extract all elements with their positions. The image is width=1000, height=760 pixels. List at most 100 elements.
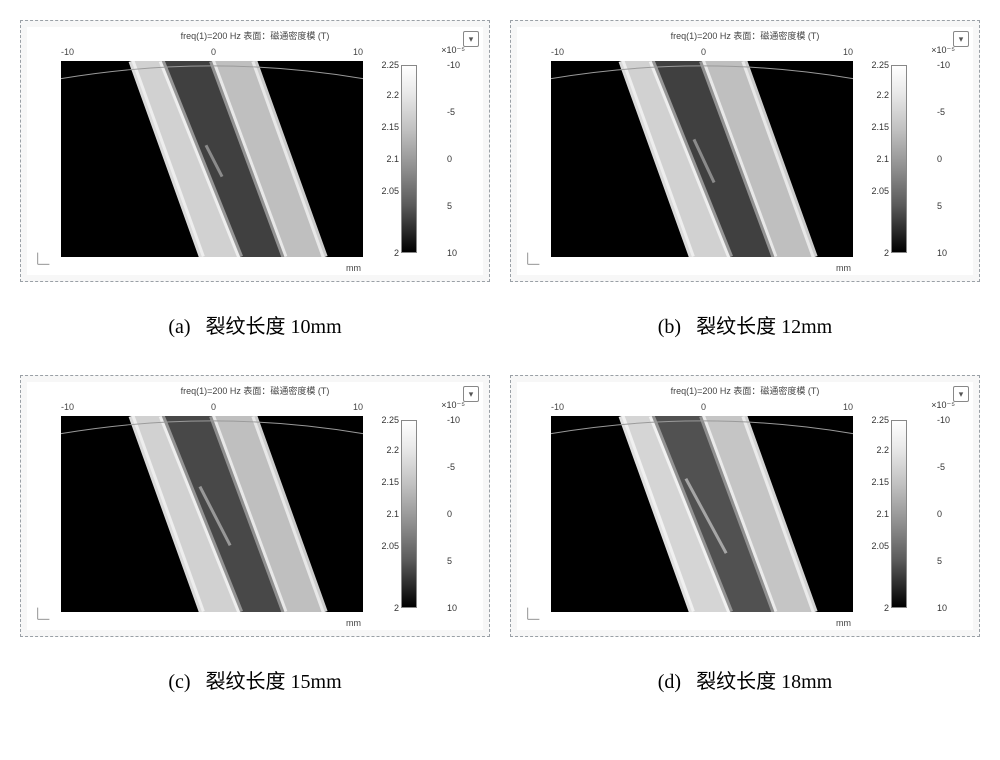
ra-tick: 0 — [937, 509, 942, 519]
plot-title: freq(1)=200 Hz 表面：磁通密度模 (T) — [517, 384, 973, 402]
cb-tick: 2.1 — [876, 509, 889, 519]
ra-tick: -10 — [937, 415, 950, 425]
cb-tick: 2.25 — [381, 415, 399, 425]
xtick: -10 — [551, 47, 564, 59]
field-map-svg — [551, 61, 853, 257]
caption-text: 裂纹长度 12mm — [696, 316, 832, 338]
caption-letter: (a) — [168, 316, 190, 338]
axis-triad-icon — [35, 604, 53, 622]
colorbar-ticks: 2.25 2.2 2.15 2.1 2.05 2 — [861, 420, 889, 608]
cb-tick: 2 — [394, 603, 399, 613]
panel-c-inner: ▾ freq(1)=200 Hz 表面：磁通密度模 (T) -10 0 10 — [27, 382, 483, 630]
xtick: 0 — [701, 47, 706, 59]
panel-a-inner: ▾ freq(1)=200 Hz 表面：磁通密度模 (T) -10 0 10 — [27, 27, 483, 275]
ra-tick: -5 — [937, 462, 945, 472]
cb-tick: 2 — [394, 248, 399, 258]
colorbar-bar — [891, 420, 907, 608]
panel-d-inner: ▾ freq(1)=200 Hz 表面：磁通密度模 (T) -10 0 10 — [517, 382, 973, 630]
cb-tick: 2.05 — [381, 186, 399, 196]
ra-tick: 10 — [937, 248, 947, 258]
caption-text: 裂纹长度 15mm — [206, 671, 342, 693]
top-axis: -10 0 10 — [551, 402, 853, 414]
xtick: 10 — [843, 47, 853, 59]
cb-tick: 2.15 — [871, 122, 889, 132]
colorbar-exponent: ×10⁻⁵ — [441, 45, 465, 56]
right-axis: -10 -5 0 5 10 — [447, 65, 465, 253]
cb-tick: 2.25 — [871, 60, 889, 70]
plot-title: freq(1)=200 Hz 表面：磁通密度模 (T) — [27, 29, 483, 47]
ra-tick: -10 — [937, 60, 950, 70]
plot-area — [61, 416, 363, 612]
plot-area — [551, 61, 853, 257]
xtick: -10 — [551, 402, 564, 414]
top-axis: -10 0 10 — [61, 402, 363, 414]
cb-tick: 2.15 — [871, 477, 889, 487]
cb-tick: 2.1 — [876, 154, 889, 164]
ra-tick: 5 — [447, 201, 452, 211]
caption-letter: (b) — [658, 316, 681, 338]
ra-tick: -5 — [937, 107, 945, 117]
ra-tick: -10 — [447, 415, 460, 425]
unit-label: mm — [836, 618, 851, 628]
colorbar-bar — [401, 420, 417, 608]
top-axis: -10 0 10 — [551, 47, 853, 59]
panel-c: ▾ freq(1)=200 Hz 表面：磁通密度模 (T) -10 0 10 — [20, 375, 490, 637]
field-map-svg — [551, 416, 853, 612]
cb-tick: 2 — [884, 248, 889, 258]
panel-a: ▾ freq(1)=200 Hz 表面：磁通密度模 (T) -10 0 10 — [20, 20, 490, 282]
colorbar-exponent: ×10⁻⁵ — [441, 400, 465, 411]
ra-tick: 5 — [447, 556, 452, 566]
cb-tick: 2.15 — [381, 477, 399, 487]
field-map-svg — [61, 416, 363, 612]
right-axis: -10 -5 0 5 10 — [937, 65, 955, 253]
cb-tick: 2.2 — [386, 445, 399, 455]
cb-tick: 2.2 — [386, 90, 399, 100]
panel-b: ▾ freq(1)=200 Hz 表面：磁通密度模 (T) -10 0 10 — [510, 20, 980, 282]
caption-b: (b) 裂纹长度 12mm — [510, 292, 980, 365]
xtick: -10 — [61, 47, 74, 59]
unit-label: mm — [836, 263, 851, 273]
unit-label: mm — [346, 618, 361, 628]
ra-tick: 10 — [937, 603, 947, 613]
cb-tick: 2.2 — [876, 90, 889, 100]
ra-tick: 5 — [937, 201, 942, 211]
panel-b-inner: ▾ freq(1)=200 Hz 表面：磁通密度模 (T) -10 0 10 — [517, 27, 973, 275]
cb-tick: 2.2 — [876, 445, 889, 455]
colorbar-exponent: ×10⁻⁵ — [931, 45, 955, 56]
unit-label: mm — [346, 263, 361, 273]
plot-title: freq(1)=200 Hz 表面：磁通密度模 (T) — [27, 384, 483, 402]
panel-d: ▾ freq(1)=200 Hz 表面：磁通密度模 (T) -10 0 10 — [510, 375, 980, 637]
xtick: -10 — [61, 402, 74, 414]
caption-text: 裂纹长度 18mm — [696, 671, 832, 693]
ra-tick: 0 — [937, 154, 942, 164]
colorbar-bar — [401, 65, 417, 253]
xtick: 10 — [353, 402, 363, 414]
ra-tick: -5 — [447, 107, 455, 117]
top-axis: -10 0 10 — [61, 47, 363, 59]
ra-tick: 0 — [447, 154, 452, 164]
caption-a: (a) 裂纹长度 10mm — [20, 292, 490, 365]
axis-triad-icon — [35, 249, 53, 267]
colorbar-bar — [891, 65, 907, 253]
caption-letter: (c) — [168, 671, 190, 693]
caption-d: (d) 裂纹长度 18mm — [510, 647, 980, 720]
xtick: 0 — [701, 402, 706, 414]
colorbar: ×10⁻⁵ 2.25 2.2 2.15 2.1 2.05 2 -10 -5 0 … — [865, 416, 955, 612]
colorbar-ticks: 2.25 2.2 2.15 2.1 2.05 2 — [371, 420, 399, 608]
plot-area — [61, 61, 363, 257]
plot-title: freq(1)=200 Hz 表面：磁通密度模 (T) — [517, 29, 973, 47]
field-map-svg — [61, 61, 363, 257]
colorbar-ticks: 2.25 2.2 2.15 2.1 2.05 2 — [371, 65, 399, 253]
colorbar: ×10⁻⁵ 2.25 2.2 2.15 2.1 2.05 2 -10 -5 0 … — [375, 61, 465, 257]
xtick: 10 — [353, 47, 363, 59]
axis-triad-icon — [525, 604, 543, 622]
ra-tick: -10 — [447, 60, 460, 70]
cb-tick: 2 — [884, 603, 889, 613]
ra-tick: 10 — [447, 603, 457, 613]
cb-tick: 2.05 — [381, 541, 399, 551]
caption-c: (c) 裂纹长度 15mm — [20, 647, 490, 720]
caption-letter: (d) — [658, 671, 681, 693]
xtick: 0 — [211, 47, 216, 59]
colorbar-exponent: ×10⁻⁵ — [931, 400, 955, 411]
cb-tick: 2.05 — [871, 186, 889, 196]
